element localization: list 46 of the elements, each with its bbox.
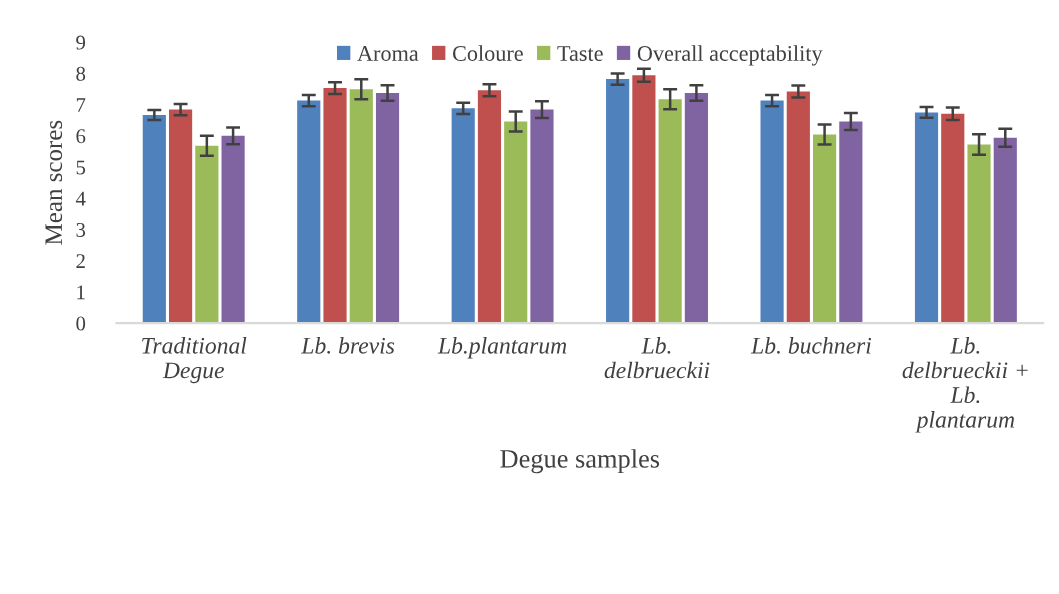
- bar: [813, 134, 837, 324]
- bar: [323, 88, 347, 324]
- y-tick-label: 7: [76, 98, 86, 112]
- bar: [632, 75, 656, 324]
- bar: [297, 100, 321, 324]
- bar: [839, 121, 863, 324]
- x-tick-label: Lb. buchneri: [750, 337, 872, 354]
- y-tick-label: 5: [76, 160, 86, 175]
- bar: [221, 135, 245, 324]
- bar: [993, 137, 1017, 324]
- y-tick-label: 2: [76, 254, 85, 268]
- x-tick-label: Lb. brevis: [301, 337, 395, 354]
- bar: [477, 90, 502, 324]
- y-tick-label: 9: [76, 35, 86, 50]
- bar: [684, 93, 708, 324]
- x-tick-label: Lb.plantarum: [437, 337, 567, 359]
- bar: [451, 108, 475, 324]
- y-tick-label: 1: [77, 285, 85, 300]
- bar: [914, 112, 939, 324]
- bar: [195, 145, 219, 324]
- bar: [142, 114, 166, 324]
- legend-label: Overall acceptability: [637, 45, 823, 66]
- legend-label: Aroma: [357, 46, 419, 61]
- x-axis-title: Degue samples: [500, 449, 660, 474]
- bar: [349, 89, 373, 324]
- bar: [606, 79, 630, 324]
- y-tick-label: 6: [76, 129, 86, 144]
- x-tick-label: Lb. delbrueckii + Lb. plantarum: [902, 337, 1028, 433]
- y-tick-label: 8: [76, 66, 86, 81]
- x-tick-label: Traditional Degue: [142, 337, 247, 384]
- bar: [760, 100, 784, 324]
- bar: [169, 109, 193, 324]
- bar: [530, 109, 554, 324]
- y-tick-label: 4: [75, 191, 86, 206]
- y-axis-title: Mean scores: [45, 120, 63, 245]
- bar: [504, 121, 528, 324]
- y-tick-label: 0: [76, 316, 86, 331]
- bar: [941, 113, 965, 324]
- legend-label: Taste: [557, 46, 603, 61]
- legend-label: Coloure: [452, 45, 523, 61]
- x-tick-label: Lb. delbrueckii: [604, 337, 710, 379]
- bar: [967, 144, 991, 324]
- bar: [786, 91, 810, 324]
- y-tick-label: 3: [76, 222, 86, 237]
- bar: [375, 93, 400, 324]
- bar: [658, 99, 682, 324]
